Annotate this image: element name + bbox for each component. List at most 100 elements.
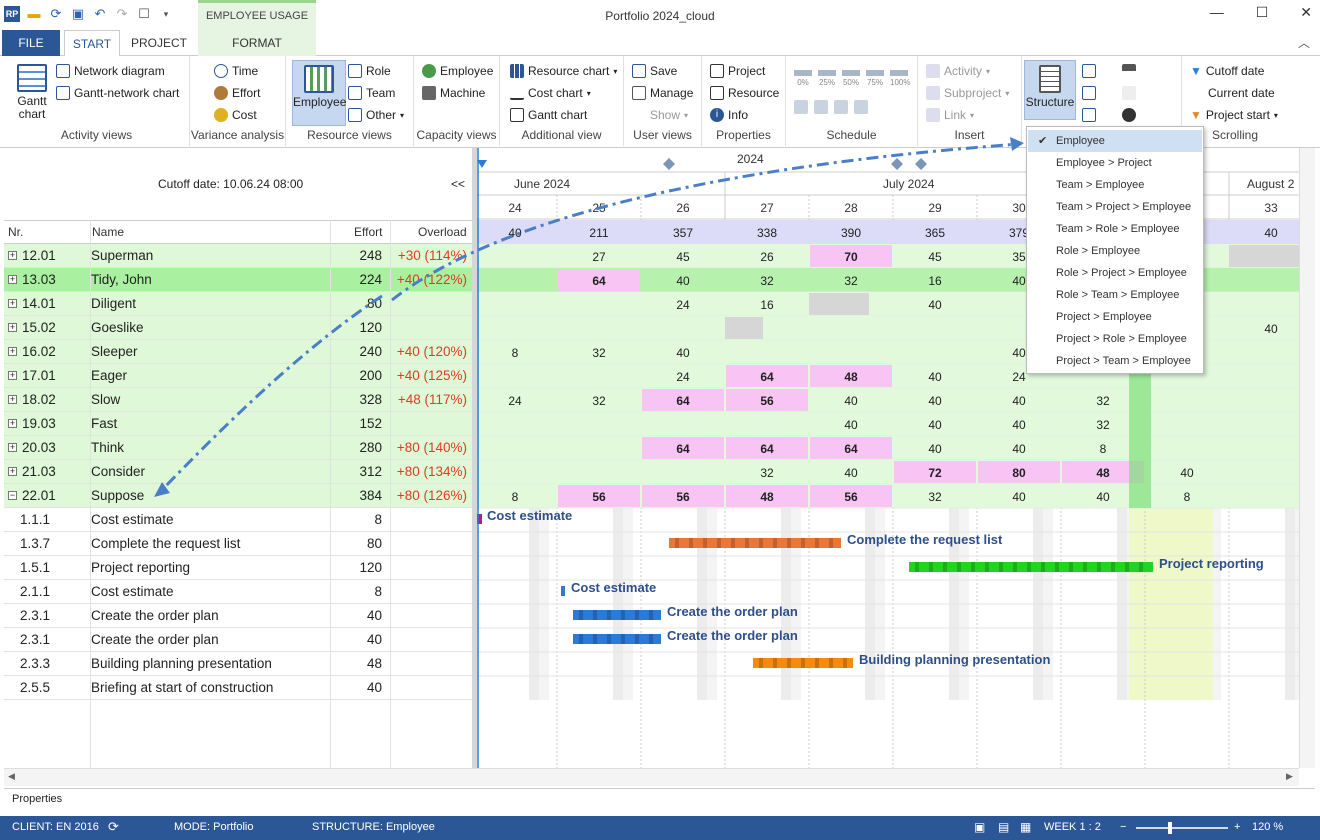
- usage-value[interactable]: 48: [1096, 466, 1110, 480]
- usage-value[interactable]: 40: [1264, 322, 1278, 336]
- grid-row[interactable]: +18.02 Slow 328 +48 (117%): [4, 388, 472, 412]
- expand-toggle-icon[interactable]: +: [8, 466, 17, 476]
- structure-option[interactable]: Role > Employee: [1028, 240, 1202, 262]
- time-button[interactable]: Time: [214, 64, 258, 78]
- grid-row[interactable]: 2.3.1 Create the order plan 40: [4, 628, 472, 652]
- usage-value[interactable]: 70: [844, 250, 858, 264]
- gantt-chart-button[interactable]: Gantt chart: [10, 64, 54, 121]
- insert-subproject-button[interactable]: Subproject ▾: [926, 86, 1009, 100]
- usage-value[interactable]: 8: [1100, 442, 1107, 456]
- cost-chart-button[interactable]: Cost chart ▾: [510, 86, 591, 100]
- ribbon-collapse-icon[interactable]: ︿: [1297, 36, 1310, 50]
- usage-value[interactable]: 64: [844, 442, 858, 456]
- usage-value[interactable]: 40: [844, 394, 858, 408]
- grid-row[interactable]: 1.1.1 Cost estimate 8: [4, 508, 472, 532]
- scroll-right-icon[interactable]: ▶: [1286, 771, 1293, 781]
- activity-bar[interactable]: [753, 658, 853, 668]
- schedule-percent-button[interactable]: 0%: [794, 70, 812, 87]
- expand-toggle-icon[interactable]: +: [8, 250, 17, 260]
- expand-toggle-icon[interactable]: −: [8, 490, 17, 500]
- usage-value[interactable]: 40: [1012, 490, 1026, 504]
- usage-value[interactable]: 64: [676, 442, 690, 456]
- indent-icon[interactable]: [854, 100, 868, 114]
- activity-bar[interactable]: [669, 538, 841, 548]
- role-button[interactable]: Role: [348, 64, 391, 78]
- save-icon[interactable]: ▣: [71, 6, 85, 21]
- vertical-scrollbar[interactable]: [1299, 148, 1315, 768]
- horizontal-scrollbar[interactable]: ◀ ▶: [4, 768, 1299, 786]
- cost-button[interactable]: Cost: [214, 108, 257, 122]
- effort-button[interactable]: Effort: [214, 86, 260, 100]
- collapse-grid-button[interactable]: <<: [451, 177, 466, 191]
- usage-value[interactable]: 64: [760, 442, 774, 456]
- usage-value[interactable]: 27: [592, 250, 606, 264]
- usage-value[interactable]: 40: [1012, 394, 1026, 408]
- grid-row[interactable]: +14.01 Diligent 80: [4, 292, 472, 316]
- usage-value[interactable]: 64: [760, 370, 774, 384]
- usage-value[interactable]: 32: [1096, 394, 1110, 408]
- usage-value[interactable]: 32: [760, 274, 774, 288]
- structure-option[interactable]: Project > Team > Employee: [1028, 350, 1202, 372]
- schedule-percent-button[interactable]: 25%: [818, 70, 836, 87]
- usage-value[interactable]: 32: [592, 394, 606, 408]
- link-tasks-icon[interactable]: [794, 100, 808, 114]
- usage-value[interactable]: 32: [1096, 418, 1110, 432]
- usage-value[interactable]: 35: [1012, 250, 1026, 264]
- remove-level-icon[interactable]: [1082, 86, 1096, 100]
- header-name[interactable]: Name: [92, 225, 125, 239]
- usage-value[interactable]: 40: [1012, 442, 1026, 456]
- tab-format[interactable]: FORMAT: [198, 30, 316, 56]
- expand-toggle-icon[interactable]: +: [8, 298, 17, 308]
- schedule-percent-button[interactable]: 50%: [842, 70, 860, 87]
- activity-bar[interactable]: [477, 514, 482, 524]
- grid-row[interactable]: +19.03 Fast 152: [4, 412, 472, 436]
- grid-row[interactable]: +12.01 Superman 248 +30 (114%): [4, 244, 472, 268]
- save-view-button[interactable]: Save: [632, 64, 677, 78]
- grid-row[interactable]: +15.02 Goeslike 120: [4, 316, 472, 340]
- usage-value[interactable]: 48: [760, 490, 774, 504]
- grid-row[interactable]: 1.5.1 Project reporting 120: [4, 556, 472, 580]
- schedule-percent-button[interactable]: 75%: [866, 70, 884, 87]
- add-level-icon[interactable]: [1082, 64, 1096, 78]
- usage-value[interactable]: 40: [1012, 418, 1026, 432]
- window-icon[interactable]: ☐: [138, 6, 150, 21]
- grid-row[interactable]: 1.3.7 Complete the request list 80: [4, 532, 472, 556]
- maximize-icon[interactable]: ☐: [1255, 4, 1269, 20]
- usage-value[interactable]: 8: [512, 346, 519, 360]
- usage-value[interactable]: 40: [676, 274, 690, 288]
- team-button[interactable]: Team: [348, 86, 395, 100]
- usage-value[interactable]: 45: [928, 250, 942, 264]
- usage-value[interactable]: 32: [760, 466, 774, 480]
- usage-value[interactable]: 24: [676, 298, 690, 312]
- zoom-in-icon[interactable]: +: [1234, 821, 1241, 833]
- structure-option[interactable]: Employee > Project: [1028, 152, 1202, 174]
- usage-value[interactable]: 16: [928, 274, 942, 288]
- expand-toggle-icon[interactable]: +: [8, 370, 17, 380]
- resource-chart-button[interactable]: Resource chart ▾: [510, 64, 617, 78]
- structure-option[interactable]: Role > Project > Employee: [1028, 262, 1202, 284]
- usage-value[interactable]: 40: [844, 466, 858, 480]
- scroll-left-icon[interactable]: ◀: [8, 771, 15, 781]
- expand-toggle-icon[interactable]: +: [8, 346, 17, 356]
- project-props-button[interactable]: Project: [710, 64, 765, 78]
- filter-icon[interactable]: [1122, 64, 1136, 78]
- usage-value[interactable]: 64: [676, 394, 690, 408]
- grid-row[interactable]: 2.3.3 Building planning presentation 48: [4, 652, 472, 676]
- capacity-employee-button[interactable]: Employee: [422, 64, 493, 78]
- close-icon[interactable]: ✕: [1300, 4, 1312, 20]
- schedule-percent-button[interactable]: 100%: [890, 70, 910, 87]
- usage-value[interactable]: 56: [844, 490, 858, 504]
- usage-value[interactable]: 40: [1180, 466, 1194, 480]
- undo-icon[interactable]: ↶: [94, 6, 106, 21]
- usage-value[interactable]: 40: [928, 370, 942, 384]
- usage-value[interactable]: 40: [844, 418, 858, 432]
- tab-start[interactable]: START: [64, 30, 120, 57]
- activity-bar[interactable]: [573, 634, 661, 644]
- usage-value[interactable]: 24: [676, 370, 690, 384]
- gantt-network-button[interactable]: Gantt-network chart: [56, 86, 179, 100]
- customize-qat-icon[interactable]: ▾: [163, 9, 169, 19]
- open-folder-icon[interactable]: ▬: [27, 6, 41, 21]
- grid-row[interactable]: 2.3.1 Create the order plan 40: [4, 604, 472, 628]
- usage-value[interactable]: 26: [760, 250, 774, 264]
- usage-value[interactable]: 56: [592, 490, 606, 504]
